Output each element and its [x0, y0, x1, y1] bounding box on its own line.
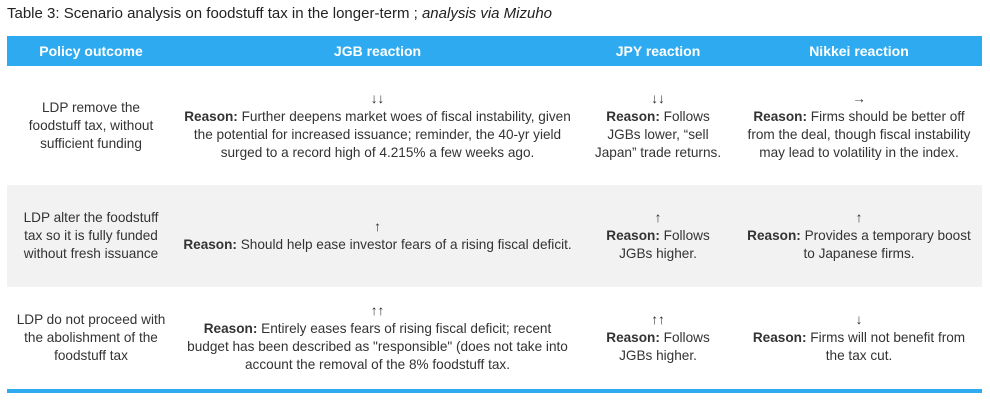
nikkei-cell: → Reason: Firms should be better off from…	[736, 66, 982, 185]
reason-label: Reason:	[747, 228, 801, 243]
table-row: LDP alter the foodstuff tax so it is ful…	[7, 185, 982, 287]
reason-text: Firms should be better off from the deal…	[747, 108, 971, 160]
nikkei-cell: ↓ Reason: Firms will not benefit from the…	[736, 287, 982, 393]
direction-arrow-icon: ↓	[855, 312, 863, 327]
header-jgb-reaction: JGB reaction	[175, 36, 580, 66]
reason-text: Provides a temporary boost to Japanese f…	[800, 228, 971, 261]
reason-label: Reason:	[183, 237, 237, 252]
header-policy-outcome: Policy outcome	[7, 36, 175, 66]
policy-cell: LDP remove the foodstuff tax, without su…	[28, 99, 154, 151]
jpy-cell: ↑ Reason: Follows JGBs higher.	[580, 185, 736, 287]
reason-label: Reason:	[184, 108, 238, 124]
policy-cell: LDP alter the foodstuff tax so it is ful…	[7, 185, 175, 287]
jgb-cell: ↓↓ Reason: Further deepens market woes of…	[175, 66, 580, 185]
header-row: Policy outcome JGB reaction JPY reaction…	[7, 36, 982, 66]
direction-arrow-icon: ↑↑	[651, 312, 665, 327]
reason-text: Firms will not benefit from the tax cut.	[806, 330, 966, 363]
reason-label: Reason:	[203, 321, 258, 336]
reason-text: Entirely eases fears of rising fiscal de…	[187, 321, 568, 372]
jpy-cell: ↑↑ Reason: Follows JGBs higher.	[580, 287, 736, 393]
title-separator: ;	[409, 5, 422, 22]
direction-arrow-icon: ↑	[654, 210, 662, 225]
direction-arrow-icon: ↑↑	[370, 303, 385, 318]
reason-label: Reason:	[753, 108, 807, 124]
direction-arrow-icon: ↑	[374, 219, 381, 234]
title-text: Table 3: Scenario analysis on foodstuff …	[7, 5, 410, 22]
header-nikkei-reaction: Nikkei reaction	[736, 36, 982, 66]
reason-label: Reason:	[606, 108, 660, 124]
reason-label: Reason:	[606, 330, 660, 345]
direction-arrow-icon: ↓↓	[370, 90, 385, 106]
policy-cell: LDP do not proceed with the abolishment …	[7, 287, 175, 393]
table-title: Table 3: Scenario analysis on foodstuff …	[7, 5, 552, 22]
table-row: LDP remove the foodstuff tax, without su…	[7, 66, 982, 185]
jgb-cell: ↑↑ Reason: Entirely eases fears of rising…	[175, 287, 580, 393]
reason-text: Follows JGBs higher.	[619, 228, 710, 261]
reason-text: Further deepens market woes of fiscal in…	[193, 108, 571, 160]
jgb-cell: ↑ Reason: Should help ease investor fears…	[175, 185, 580, 287]
reason-label: Reason:	[752, 330, 807, 345]
reason-label: Reason:	[606, 228, 660, 243]
header-jpy-reaction: JPY reaction	[580, 36, 736, 66]
table-row: LDP do not proceed with the abolishment …	[7, 287, 982, 393]
jpy-cell: ↓↓ Reason: Follows JGBs lower, “sell Japa…	[580, 66, 736, 185]
nikkei-cell: ↑ Reason: Provides a temporary boost to J…	[736, 185, 982, 287]
reason-text: Should help ease investor fears of a ris…	[236, 237, 572, 252]
title-source: analysis via Mizuho	[421, 5, 553, 22]
direction-arrow-icon: ↓↓	[651, 90, 665, 106]
reason-text: Follows JGBs lower, “sell Japan” trade r…	[594, 108, 722, 160]
direction-arrow-icon: ↑	[855, 210, 863, 225]
reason-text: Follows JGBs higher.	[619, 330, 710, 363]
scenario-table: Policy outcome JGB reaction JPY reaction…	[7, 36, 982, 393]
direction-arrow-icon: →	[852, 90, 866, 106]
